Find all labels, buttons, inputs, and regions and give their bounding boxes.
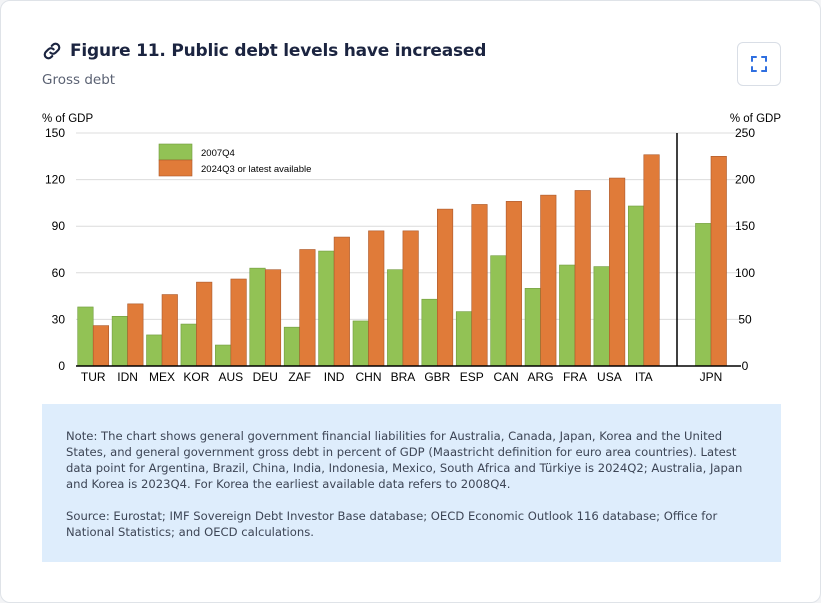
y-tick-label-right: 100 [735,266,755,280]
bar-usa-2024 [609,177,626,367]
note-text: Note: The chart shows general government… [66,429,743,491]
bar-ita-2007 [627,205,645,367]
expand-button[interactable] [737,42,781,86]
y-tick-label-left: 120 [45,173,65,187]
bar-ita-2024 [643,154,660,367]
title-row: Figure 11. Public debt levels have incre… [42,41,486,61]
x-tick-label: CAN [493,370,518,384]
legend-swatch-2007 [158,143,193,161]
y-tick-label-right: 250 [735,126,755,140]
legend-label-2024: 2024Q3 or latest available [201,164,311,175]
bar-fra-2007 [559,264,576,367]
x-tick-label: GBR [424,370,450,384]
y-tick-label-left: 90 [52,219,66,233]
bar-arg-2007 [524,288,541,367]
bar-aus-2024 [230,278,247,367]
bar-zaf-2024 [299,249,316,367]
bar-mex-2007 [146,334,163,367]
x-tick-label: KOR [183,370,209,384]
bar-gbr-2007 [421,298,438,367]
expand-icon [751,56,767,72]
bar-kor-2024 [196,281,213,367]
legend-label-2007: 2007Q4 [201,148,235,159]
bar-ind-2007 [318,250,335,367]
x-tick-label: TUR [81,370,106,384]
x-tick-label: AUS [219,370,244,384]
bar-deu-2007 [249,267,266,367]
bar-usa-2007 [593,266,610,367]
bar-gbr-2024 [437,208,454,367]
y-tick-label-left: 60 [52,266,66,280]
x-tick-label: FRA [563,370,587,384]
bars [77,154,727,367]
x-tick-label: CHN [356,370,382,384]
x-tick-label: MEX [149,370,175,384]
y-tick-label-right: 0 [742,359,749,373]
bar-bra-2024 [402,230,419,367]
x-tick-label: JPN [700,370,723,384]
bar-fra-2024 [574,190,591,367]
y-axis-title-left: % of GDP [42,113,93,125]
x-tick-label: IND [324,370,345,384]
x-tick-label: ITA [635,370,653,384]
bar-can-2007 [490,255,507,367]
figure-title: Figure 11. Public debt levels have incre… [70,41,487,61]
y-axis-title-right: % of GDP [730,113,781,125]
source-text: Source: Eurostat; IMF Sovereign Debt Inv… [66,509,718,539]
y-tick-label-right: 200 [735,173,755,187]
y-tick-label-right: 50 [738,312,752,326]
bar-mex-2024 [161,294,178,367]
x-tick-label: IDN [117,370,138,384]
bar-ind-2024 [333,236,350,367]
y-tick-label-left: 30 [52,312,66,326]
legend-swatch-2024 [158,159,193,177]
bar-chn-2007 [352,320,369,367]
bar-deu-2024 [264,269,282,367]
y-tick-label-right: 150 [735,219,755,233]
bar-bra-2007 [387,269,404,367]
bar-esp-2024 [471,204,488,367]
y-tick-label-left: 0 [58,359,65,373]
bar-aus-2007 [215,344,232,367]
note-box: Note: The chart shows general government… [42,404,781,562]
bar-kor-2007 [180,323,197,367]
bar-idn-2024 [127,303,144,367]
x-tick-label: USA [597,370,622,384]
bar-tur-2024 [92,325,110,367]
bar-can-2024 [505,201,522,367]
bar-chn-2024 [368,230,385,367]
bar-esp-2007 [455,311,473,367]
link-icon[interactable] [42,41,62,61]
bar-zaf-2007 [283,326,300,367]
x-tick-label: ESP [460,370,484,384]
bar-jpn-2024 [710,156,727,367]
bar-arg-2024 [540,194,557,367]
bar-idn-2007 [111,315,128,367]
x-tick-label: ARG [528,370,554,384]
legend: 2007Q4 2024Q3 or latest available [158,143,311,177]
bar-jpn-2007 [695,223,712,367]
y-tick-label-left: 150 [45,126,65,140]
figure-subtitle: Gross debt [42,72,116,88]
x-tick-label: DEU [253,370,278,384]
x-tick-label: BRA [391,370,416,384]
x-tick-label: ZAF [288,370,311,384]
bar-tur-2007 [77,306,94,367]
